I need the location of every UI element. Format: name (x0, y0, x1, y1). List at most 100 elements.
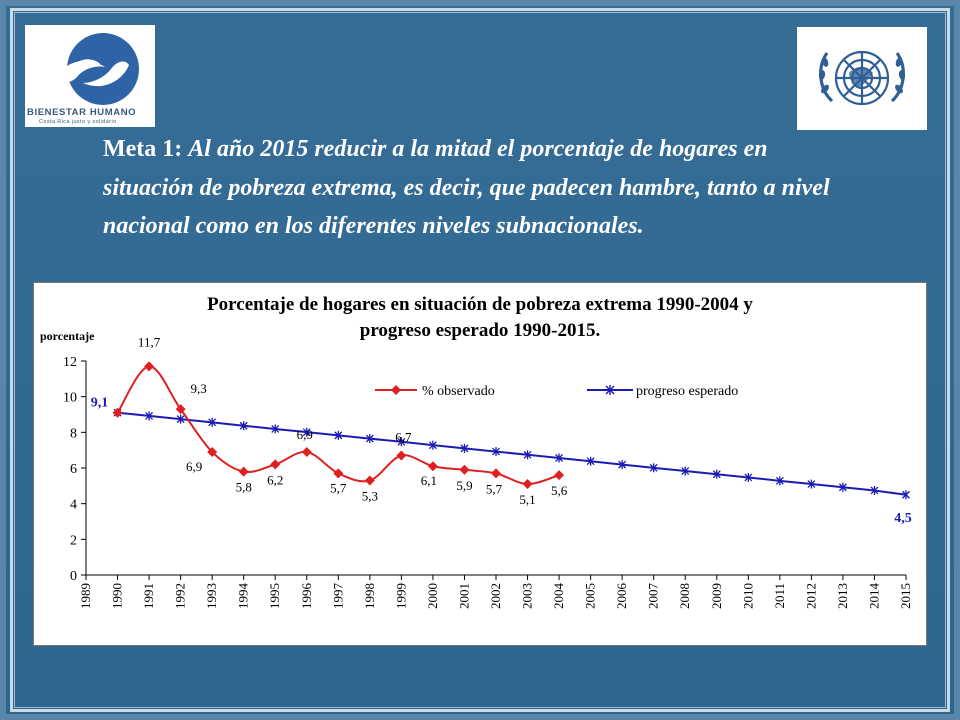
x-tick-label: 1999 (393, 583, 408, 609)
series-point-expected (523, 450, 532, 460)
series-point-expected (618, 460, 627, 470)
data-label-observed: 5,8 (236, 480, 252, 495)
data-label-observed: 6,9 (186, 459, 202, 474)
series-point-observed (522, 479, 533, 490)
chart-title-line2: progreso esperado 1990-2015. (360, 320, 600, 341)
hands-icon (55, 33, 139, 105)
x-tick-label: 2005 (583, 583, 598, 609)
series-point-observed (207, 446, 218, 457)
y-tick-label: 12 (63, 355, 77, 370)
series-point-expected (334, 430, 343, 440)
series-point-observed (427, 461, 438, 472)
x-tick-label: 2007 (646, 583, 661, 610)
series-point-expected (838, 482, 847, 492)
x-tick-label: 1998 (362, 583, 377, 609)
chart-canvas: Porcentaje de hogares en situación de po… (40, 294, 913, 609)
bienestar-humano-logo: BIENESTAR HUMANO Costa Rica justo y soli… (25, 25, 155, 127)
logo-tagline: Costa Rica justo y solidario (39, 119, 117, 125)
y-tick-label: 0 (70, 569, 77, 584)
x-tick-label: 1991 (141, 583, 156, 609)
series-point-observed (301, 446, 312, 457)
chart-title-line1: Porcentaje de hogares en situación de po… (207, 294, 753, 315)
x-tick-label: 2002 (488, 583, 503, 609)
data-label-observed: 9,3 (190, 381, 206, 396)
series-point-observed (238, 466, 249, 477)
x-tick-label: 1995 (267, 583, 282, 609)
series-point-expected (460, 443, 469, 453)
poverty-chart: Porcentaje de hogares en situación de po… (33, 282, 927, 646)
series-point-expected (681, 466, 690, 476)
x-tick-label: 2015 (898, 583, 913, 609)
x-tick-label: 1994 (236, 583, 251, 610)
series-line-expected (117, 411, 907, 496)
data-label-observed: 6,1 (421, 473, 437, 488)
goal-text: Al año 2015 reducir a la mitad el porcen… (103, 136, 830, 239)
x-tick-label: 2014 (866, 583, 881, 610)
data-label-observed: 5,9 (456, 478, 472, 493)
data-label-observed: 6,9 (297, 427, 313, 442)
legend-marker-observed (391, 385, 401, 395)
y-tick-label: 6 (70, 462, 77, 477)
data-label-observed: 6,2 (267, 472, 283, 487)
y-axis-label: porcentaje (40, 329, 95, 343)
x-tick-label: 2006 (614, 583, 629, 610)
x-tick-label: 2001 (456, 583, 471, 609)
series-point-observed (364, 475, 375, 486)
legend-marker-expected (605, 385, 615, 395)
series-point-expected (239, 421, 248, 431)
data-label-observed: 11,7 (138, 334, 161, 349)
goal-lead: Meta 1: (103, 136, 183, 162)
series-point-expected (271, 424, 280, 434)
slide-frame-inner (10, 8, 950, 712)
data-label-expected-start: 9,1 (91, 396, 109, 411)
series-point-expected (302, 427, 311, 437)
x-tick-label: 1997 (330, 583, 345, 610)
series-point-expected (902, 490, 910, 500)
series-point-observed (554, 470, 565, 481)
data-label-observed: 6,7 (395, 430, 412, 445)
y-tick-label: 4 (70, 498, 77, 513)
x-tick-label: 1990 (110, 583, 125, 609)
x-tick-label: 2012 (803, 583, 818, 609)
x-tick-label: 1993 (204, 583, 219, 609)
axes: 0 2 4 6 8 10 12 1989 1990 1991 1992 1993 1994 1995 199… (63, 355, 913, 609)
series-point-expected (870, 485, 879, 495)
y-tick-label: 2 (70, 533, 77, 548)
un-emblem-logo (797, 27, 927, 130)
x-tick-label: 1996 (299, 583, 314, 610)
goal-statement: Meta 1: Al año 2015 reducir a la mitad e… (103, 130, 863, 246)
series-point-observed (491, 468, 501, 479)
series-point-expected (397, 437, 406, 447)
x-tick-label: 2013 (835, 583, 850, 609)
slide-frame-line (14, 12, 946, 708)
series-point-expected (208, 417, 217, 427)
series-point-observed (396, 450, 407, 461)
logo-name: BIENESTAR HUMANO (27, 107, 137, 118)
series-layer: 11,7 9,3 6,9 5,8 6,2 6,9 5,7 5,3 6,7 6,1 5,9 5,7 5,1… (91, 334, 912, 525)
series-point-observed (144, 361, 155, 372)
data-label-observed: 5,6 (551, 483, 568, 498)
un-emblem-icon (818, 50, 906, 106)
y-tick-label: 8 (70, 426, 77, 441)
x-tick-label: 1989 (78, 583, 93, 609)
series-point-observed (333, 468, 344, 479)
x-tick-label: 2009 (709, 583, 724, 609)
data-label-expected-end: 4,5 (894, 511, 912, 526)
series-point-expected (649, 463, 658, 473)
x-tick-label: 2011 (772, 583, 787, 609)
data-label-observed: 5,1 (519, 492, 535, 507)
legend-label-expected: progreso esperado (636, 384, 738, 399)
series-point-expected (176, 414, 185, 424)
x-tick-label: 2000 (425, 583, 440, 609)
series-point-expected (807, 479, 816, 489)
legend-label-observed: % observado (422, 384, 495, 399)
y-tick-label: 10 (63, 391, 77, 406)
x-tick-label: 2003 (520, 583, 535, 609)
series-point-expected (586, 456, 595, 466)
x-tick-label: 1992 (173, 583, 188, 609)
series-point-expected (492, 447, 500, 457)
x-tick-label: 2010 (740, 583, 755, 609)
data-label-observed: 5,3 (362, 488, 378, 503)
